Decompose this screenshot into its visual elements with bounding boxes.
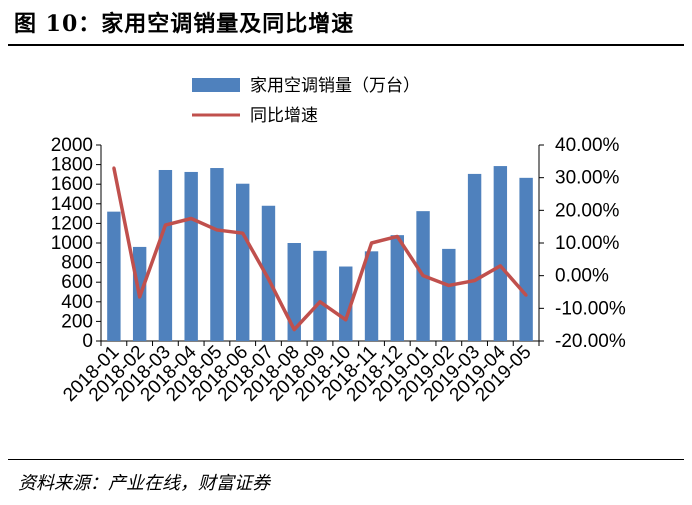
growth-point xyxy=(344,318,348,322)
bar xyxy=(493,166,508,341)
legend-swatch-bar xyxy=(192,78,240,92)
bar xyxy=(364,251,379,341)
bar xyxy=(287,243,301,341)
growth-point xyxy=(395,234,399,238)
left-tick-label: 0 xyxy=(82,331,93,352)
bar xyxy=(236,183,250,341)
line-series xyxy=(112,166,528,332)
growth-point xyxy=(421,274,425,278)
growth-point xyxy=(241,231,245,235)
left-tick-label: 600 xyxy=(61,272,93,293)
growth-point xyxy=(215,228,219,232)
left-tick-label: 400 xyxy=(61,292,93,313)
left-tick-label: 1000 xyxy=(51,233,93,254)
chart-legend: 家用空调销量（万台） 同比增速 xyxy=(192,76,420,126)
figure-title: 图 10：家用空调销量及同比增速 xyxy=(14,11,355,37)
growth-point xyxy=(524,293,528,297)
left-tick-label: 2000 xyxy=(51,135,93,156)
bar xyxy=(390,235,404,341)
left-tick-label: 1400 xyxy=(51,194,93,215)
bar xyxy=(313,250,327,341)
right-tick-label: 0.00% xyxy=(555,266,609,287)
legend-label-bar: 家用空调销量（万台） xyxy=(250,76,420,96)
footer-divider xyxy=(8,459,684,460)
bar-series xyxy=(107,166,533,341)
growth-point xyxy=(138,295,142,299)
bar xyxy=(519,177,533,341)
right-tick-label: -20.00% xyxy=(555,331,626,352)
bar xyxy=(467,173,482,341)
growth-point xyxy=(163,223,167,227)
left-tick-label: 200 xyxy=(61,311,93,332)
right-tick-label: -10.00% xyxy=(555,298,626,319)
bar xyxy=(442,248,456,341)
growth-point xyxy=(318,300,322,304)
left-tick-label: 1800 xyxy=(51,155,93,176)
growth-point xyxy=(112,166,116,170)
bar xyxy=(107,211,121,341)
bar xyxy=(184,171,198,341)
right-tick-label: 10.00% xyxy=(555,233,620,254)
growth-point xyxy=(292,328,296,332)
x-axis-labels: 2018-012018-022018-032018-042018-052018-… xyxy=(59,341,535,405)
bar xyxy=(210,168,224,341)
title-divider xyxy=(8,44,684,46)
growth-point xyxy=(473,279,477,283)
bar xyxy=(261,205,276,341)
right-tick-label: 40.00% xyxy=(555,135,620,156)
left-tick-label: 1200 xyxy=(51,213,93,234)
right-tick-label: 20.00% xyxy=(555,200,620,221)
right-tick-label: 30.00% xyxy=(555,168,620,189)
growth-point xyxy=(447,283,451,287)
growth-point xyxy=(266,277,270,281)
legend-label-line: 同比增速 xyxy=(250,106,318,126)
left-tick-label: 800 xyxy=(61,253,93,274)
bar xyxy=(158,169,173,341)
growth-point xyxy=(498,264,502,268)
source-note: 资料来源：产业在线，财富证券 xyxy=(18,473,270,494)
bar xyxy=(339,266,353,341)
left-tick-label: 1600 xyxy=(51,174,93,195)
growth-point xyxy=(189,217,193,220)
growth-point xyxy=(370,241,374,245)
